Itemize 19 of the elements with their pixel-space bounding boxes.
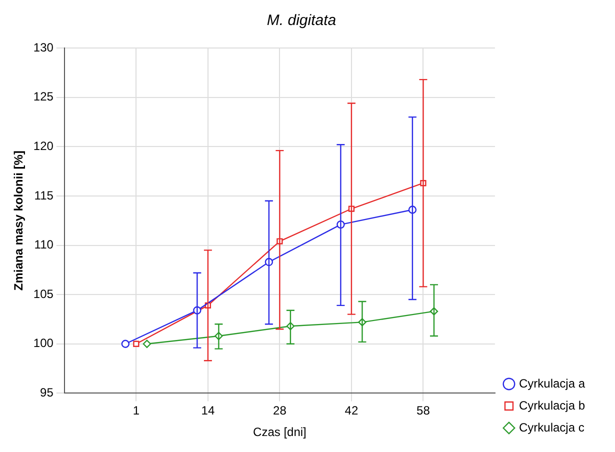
y-tick-label: 100 [33,336,54,350]
y-tick-label: 95 [40,386,54,400]
y-tick-label: 115 [34,188,54,202]
y-tick-label: 125 [33,90,54,104]
x-tick-label: 28 [273,404,287,418]
legend-label: Cyrkulacja b [518,398,586,412]
y-tick-label: 120 [33,138,54,153]
y-tick-label: 110 [34,238,54,252]
y-axis-title: Zmiana masy kolonii [%] [12,150,26,291]
x-axis-title: Czas [dni] [253,425,306,440]
chart-title: M. digitata [266,12,336,30]
x-tick-label: 42 [344,404,358,418]
legend-label: Cyrkulacja a [518,376,586,390]
y-tick-label: 130 [33,40,54,54]
x-tick-label: 14 [201,404,215,418]
y-tick-label: 105 [33,286,54,301]
x-tick-label: 58 [416,404,430,418]
legend-label: Cyrkulacja c [518,420,584,434]
x-tick-label: 1 [132,404,140,418]
